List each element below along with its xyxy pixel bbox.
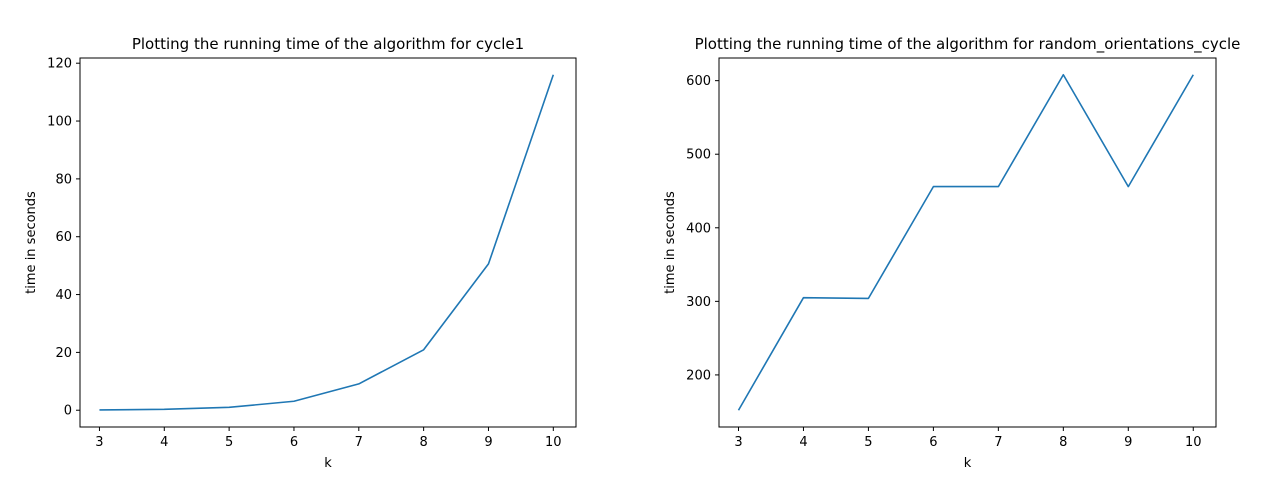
x-tick-label: 4: [799, 435, 807, 450]
series-lines: [737, 73, 1194, 411]
x-tick-label: 3: [95, 435, 103, 450]
x-tick-label: 8: [419, 435, 427, 450]
plot-frame: [718, 57, 1217, 428]
y-axis-ticks: 0 20 40 60 80 100 120: [47, 57, 80, 419]
chart-title: Plotting the running time of the algorit…: [132, 35, 524, 53]
x-tick-label: 4: [160, 435, 168, 450]
y-tick-label: 200: [686, 368, 711, 383]
chart-cycle1: Plotting the running time of the algorit…: [24, 35, 577, 471]
x-tick-label: 6: [290, 435, 298, 450]
plot-frame: [79, 57, 577, 428]
x-axis-label: k: [964, 456, 972, 471]
x-tick-label: 3: [734, 435, 742, 450]
series-line: [99, 74, 555, 411]
x-axis-ticks: 3 4 5 6 7 8 9 10: [734, 427, 1202, 450]
y-tick-label: 80: [55, 172, 72, 187]
x-tick-label: 7: [994, 435, 1002, 450]
y-tick-label: 120: [47, 57, 72, 72]
x-tick-label: 9: [1124, 435, 1132, 450]
series-lines: [99, 74, 555, 411]
y-tick-label: 300: [686, 295, 711, 310]
y-tick-label: 60: [55, 230, 72, 245]
x-tick-label: 5: [864, 435, 872, 450]
x-tick-label: 8: [1059, 435, 1067, 450]
x-axis-ticks: 3 4 5 6 7 8 9 10: [95, 427, 562, 450]
y-tick-label: 600: [686, 74, 711, 89]
x-tick-label: 7: [355, 435, 363, 450]
x-tick-label: 9: [484, 435, 492, 450]
x-tick-label: 5: [225, 435, 233, 450]
series-line: [737, 73, 1194, 411]
x-tick-label: 10: [1185, 435, 1202, 450]
y-tick-label: 0: [64, 404, 72, 419]
y-tick-label: 20: [55, 346, 72, 361]
x-tick-label: 10: [545, 435, 562, 450]
y-tick-label: 500: [686, 148, 711, 163]
x-tick-label: 6: [929, 435, 937, 450]
chart-title: Plotting the running time of the algorit…: [695, 35, 1241, 54]
y-axis-ticks: 200 300 400 500 600: [686, 74, 719, 383]
y-tick-label: 100: [47, 115, 72, 130]
chart-random-orientations-cycle: Plotting the running time of the algorit…: [663, 35, 1240, 471]
y-axis-label: time in seconds: [24, 191, 39, 294]
y-tick-label: 400: [686, 221, 711, 236]
x-axis-label: k: [324, 456, 332, 471]
y-axis-label: time in seconds: [663, 191, 678, 294]
y-tick-label: 40: [55, 288, 72, 303]
